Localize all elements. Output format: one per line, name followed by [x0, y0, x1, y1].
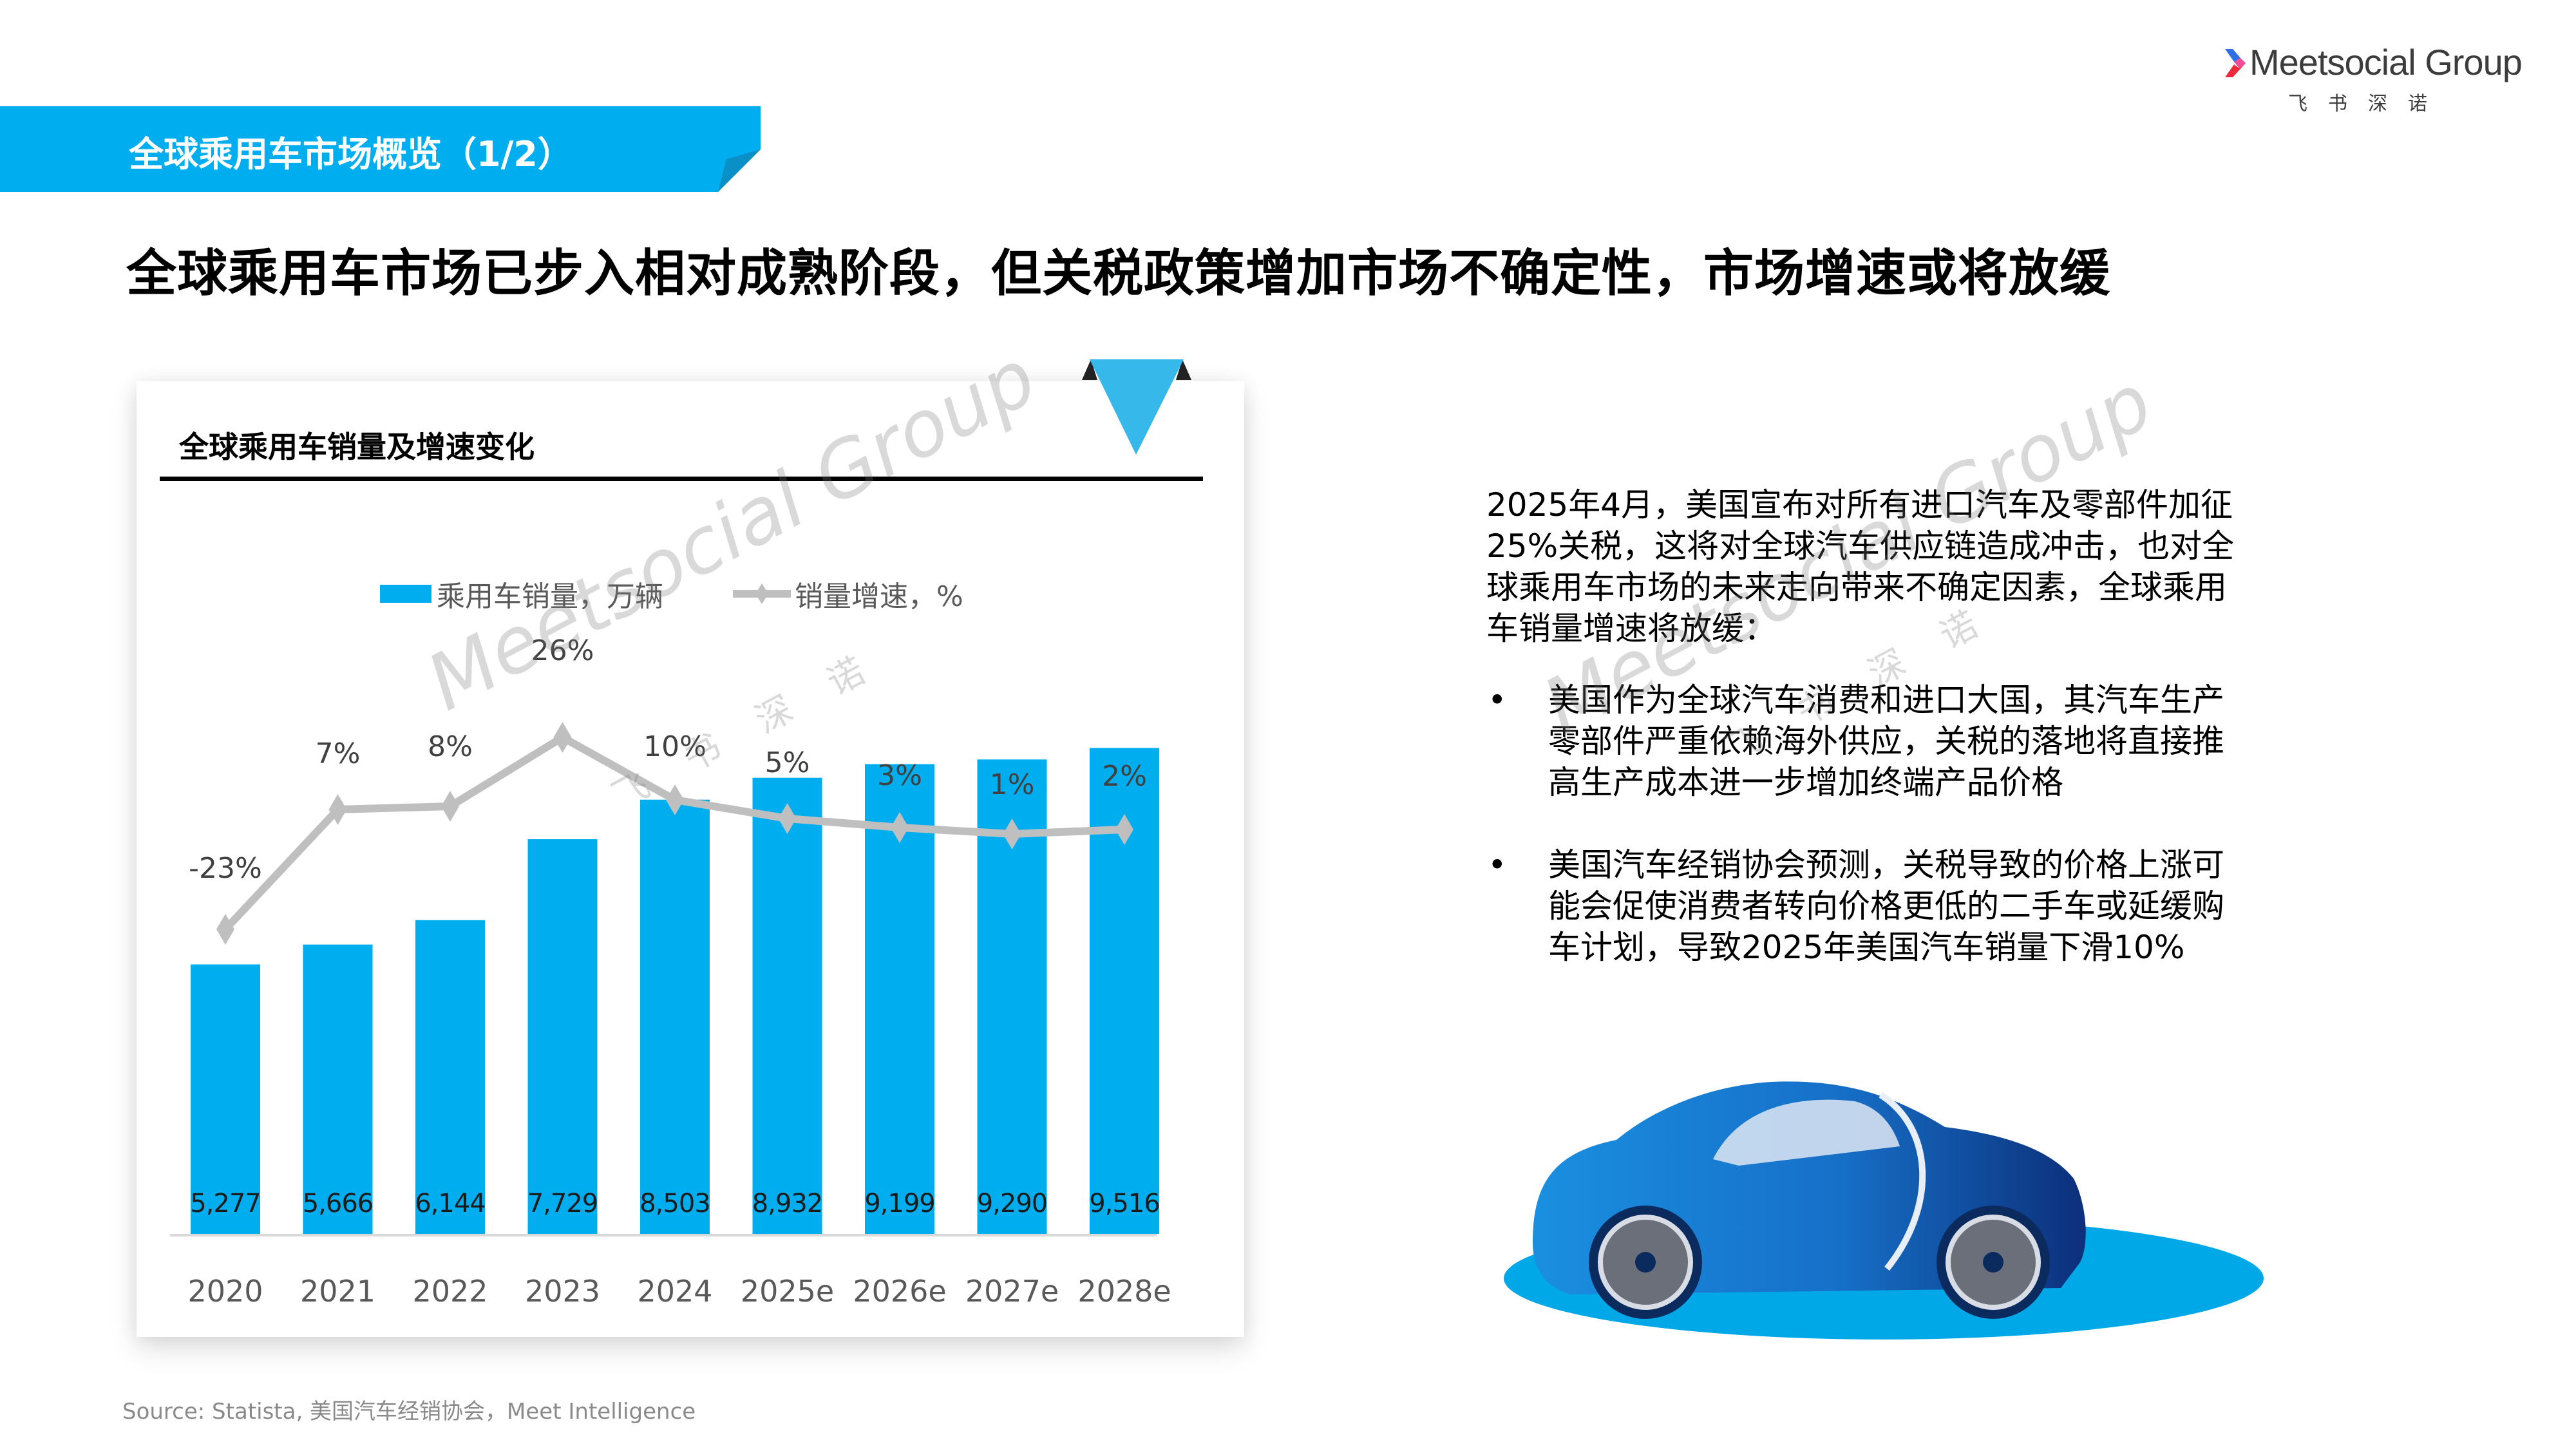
- section-banner: 全球乘用车市场概览（1/2）: [0, 106, 761, 192]
- bar-value-label: 5,666: [302, 1189, 374, 1218]
- legend-bar-swatch: [380, 585, 431, 603]
- legend-line-label: 销量增速，%: [795, 580, 963, 613]
- x-tick-label: 2026e: [853, 1274, 947, 1309]
- diamond-marker-icon: [441, 791, 459, 822]
- x-tick-label: 2021: [299, 1274, 376, 1309]
- bar-value-label: 9,290: [976, 1189, 1048, 1218]
- bar-value-label: 7,729: [527, 1189, 599, 1218]
- x-tick-label: 2022: [412, 1274, 488, 1309]
- x-tick-label: 2023: [524, 1274, 601, 1309]
- bar-value-label: 6,144: [415, 1189, 486, 1218]
- bar-2025e: [752, 777, 822, 1234]
- chart-title: 全球乘用车销量及增速变化: [179, 430, 535, 464]
- bar-value-label: 5,277: [190, 1189, 261, 1218]
- growth-label: 1%: [989, 768, 1035, 801]
- bar-value-label: 8,503: [639, 1189, 711, 1218]
- logo-brand-subtext: 飞书深诺: [2288, 93, 2448, 115]
- legend-bar-label: 乘用车销量，万辆: [437, 580, 663, 613]
- section-title: 全球乘用车市场概览（1/2）: [129, 134, 573, 175]
- legend-line-diamond-icon: [733, 583, 791, 604]
- bar-value-label: 8,932: [752, 1189, 824, 1218]
- bullet-text: 美国作为全球汽车消费和进口大国，其汽车生产零部件严重依赖海外供应，关税的落地将直…: [1548, 681, 2224, 801]
- bar-2024: [640, 799, 710, 1234]
- bullet-item: • 美国汽车经销协会预测，关税导致的价格上涨可能会促使消费者转向价格更低的二手车…: [1481, 844, 2254, 968]
- bar-value-label: 9,516: [1089, 1189, 1160, 1218]
- x-tick-label: 2020: [187, 1274, 263, 1309]
- bar-2022: [415, 920, 485, 1234]
- logo-brand-text: Meetsocial Group: [2249, 42, 2523, 82]
- bullet-dot: •: [1488, 846, 1507, 884]
- growth-label: 10%: [643, 730, 706, 763]
- growth-label: -23%: [189, 852, 262, 885]
- growth-label: 5%: [764, 746, 810, 779]
- bullet-item: • 美国作为全球汽车消费和进口大国，其汽车生产零部件严重依赖海外供应，关税的落地…: [1481, 679, 2254, 803]
- diamond-marker-icon: [328, 794, 347, 825]
- banner-shape: [0, 106, 761, 192]
- line-markers: [216, 722, 1133, 945]
- growth-label: 3%: [877, 759, 922, 792]
- summary-paragraph: 2025年4月，美国宣布对所有进口汽车及零部件加征25%关税，这将对全球汽车供应…: [1486, 486, 2235, 647]
- growth-label: 8%: [428, 730, 473, 763]
- growth-label: 26%: [531, 634, 594, 667]
- bar-2023: [527, 839, 598, 1234]
- bar-2020: [191, 964, 260, 1234]
- sports-car-image: [1504, 1081, 2264, 1340]
- growth-label: 7%: [315, 737, 361, 770]
- diamond-marker-icon: [1003, 819, 1021, 849]
- diamond-marker-icon: [1115, 814, 1133, 845]
- bullet-text: 美国汽车经销协会预测，关税导致的价格上涨可能会促使消费者转向价格更低的二手车或延…: [1548, 846, 2224, 966]
- ribbon-bookmark-icon: [1082, 359, 1191, 455]
- bar-value-label: 9,199: [864, 1189, 936, 1218]
- bar-2021: [303, 944, 373, 1234]
- page-headline: 全球乘用车市场已步入相对成熟阶段，但关税政策增加市场不确定性，市场增速或将放缓: [126, 245, 2111, 303]
- bullet-dot: •: [1488, 681, 1507, 719]
- brand-logo: Meetsocial Group 飞书深诺: [2225, 42, 2560, 122]
- diamond-marker-icon: [666, 784, 684, 815]
- combo-chart: [170, 722, 1159, 1236]
- diamond-marker-icon: [553, 722, 572, 753]
- diamond-marker-icon: [778, 803, 797, 834]
- x-tick-label: 2025e: [740, 1274, 835, 1309]
- diamond-marker-icon: [891, 812, 909, 843]
- diamond-marker-icon: [216, 914, 234, 945]
- bullet-list: • 美国作为全球汽车消费和进口大国，其汽车生产零部件严重依赖海外供应，关税的落地…: [1481, 679, 2254, 1009]
- logo-mark-icon: [2225, 49, 2246, 77]
- x-tick-label: 2027e: [965, 1274, 1059, 1309]
- chart-card: 全球乘用车销量及增速变化 乘用车销量，万辆 销量增速，% 5,277 5,666 6…: [137, 333, 1244, 1337]
- chart-legend: 乘用车销量，万辆 销量增速，%: [380, 574, 963, 613]
- title-divider: [160, 477, 1203, 481]
- x-tick-label: 2024: [637, 1274, 713, 1309]
- source-note: Source: Statista, 美国汽车经销协会，Meet Intellig…: [122, 1399, 696, 1425]
- growth-label: 2%: [1102, 760, 1147, 793]
- x-tick-label: 2028e: [1077, 1274, 1171, 1309]
